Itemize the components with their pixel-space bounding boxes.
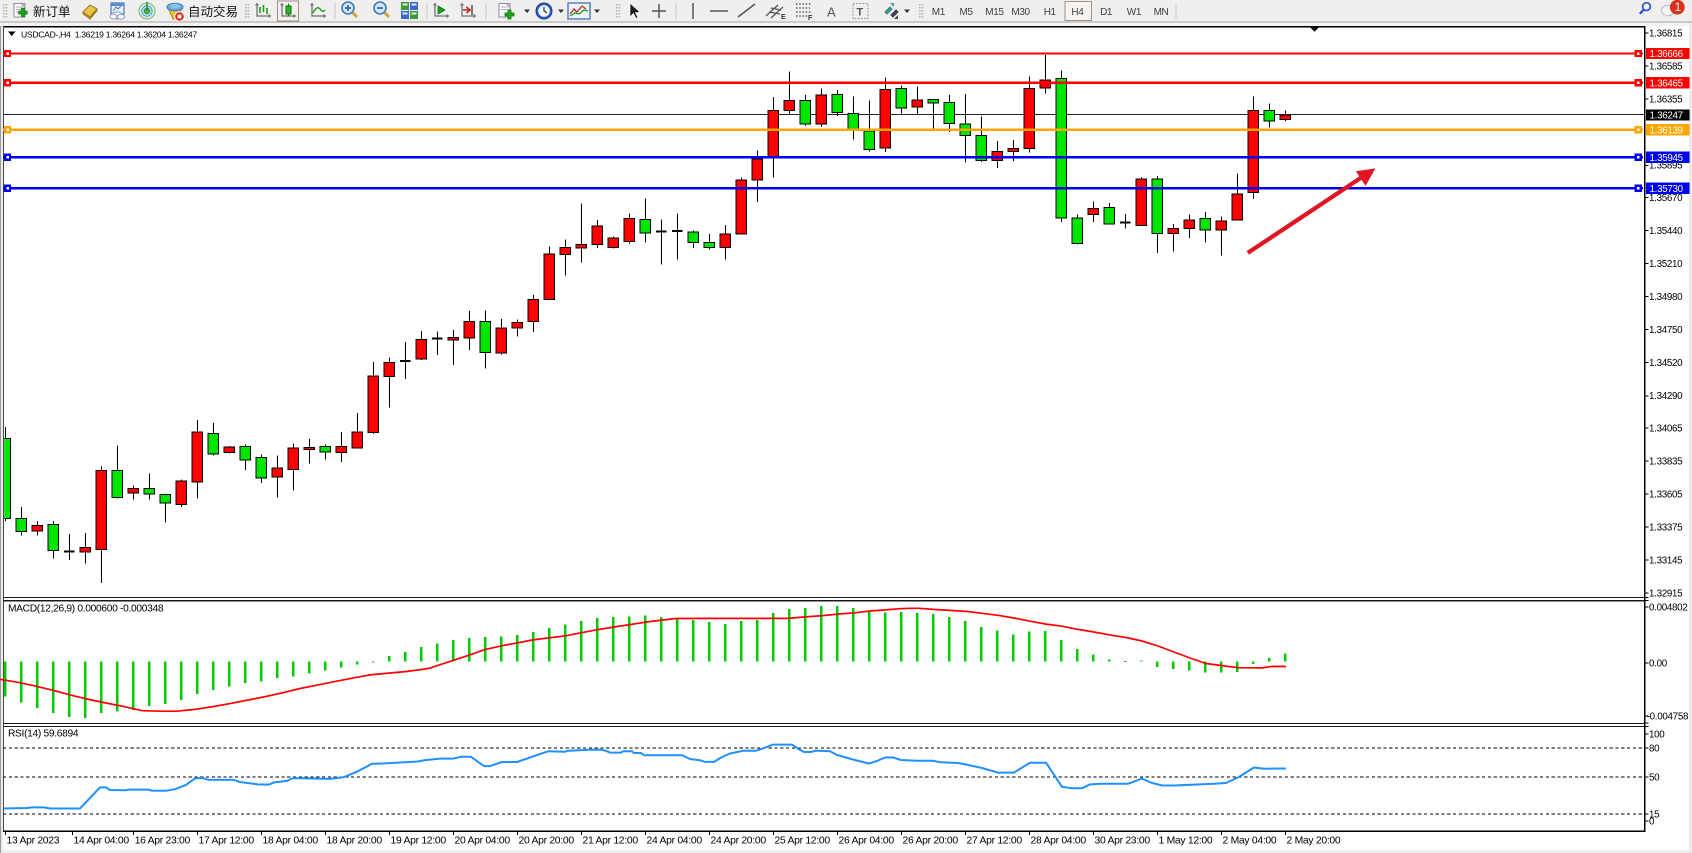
svg-text:2 May 20:00: 2 May 20:00 — [1287, 836, 1341, 847]
svg-text:RSI(14) 59.6894: RSI(14) 59.6894 — [8, 729, 79, 740]
svg-text:W1: W1 — [1127, 7, 1142, 18]
svg-text:D1: D1 — [1100, 7, 1113, 18]
svg-text:13 Apr 2023: 13 Apr 2023 — [7, 836, 60, 847]
svg-text:1.34520: 1.34520 — [1649, 358, 1683, 369]
svg-text:1.35895: 1.35895 — [1649, 161, 1683, 172]
svg-text:1.34065: 1.34065 — [1649, 424, 1683, 435]
svg-text:1.36247: 1.36247 — [1650, 111, 1683, 122]
svg-text:1.33835: 1.33835 — [1649, 457, 1683, 468]
svg-text:18 Apr 04:00: 18 Apr 04:00 — [263, 836, 319, 847]
svg-text:20 Apr 20:00: 20 Apr 20:00 — [519, 836, 575, 847]
svg-text:1.36355: 1.36355 — [1649, 95, 1683, 106]
svg-text:1.35440: 1.35440 — [1649, 226, 1683, 237]
svg-text:24 Apr 20:00: 24 Apr 20:00 — [711, 836, 767, 847]
svg-text:1.35945: 1.35945 — [1650, 153, 1684, 164]
svg-text:M30: M30 — [1011, 7, 1030, 18]
svg-text:1.36139: 1.36139 — [1650, 125, 1683, 136]
svg-text:1.35670: 1.35670 — [1649, 193, 1683, 204]
svg-text:1: 1 — [1675, 2, 1681, 14]
svg-text:1.36666: 1.36666 — [1650, 49, 1684, 60]
svg-text:自动交易: 自动交易 — [188, 4, 238, 19]
svg-text:1.35730: 1.35730 — [1650, 184, 1684, 195]
svg-text:2 May 04:00: 2 May 04:00 — [1223, 836, 1277, 847]
svg-text:25 Apr 12:00: 25 Apr 12:00 — [775, 836, 831, 847]
svg-text:1.36815: 1.36815 — [1649, 29, 1683, 40]
svg-text:1.33375: 1.33375 — [1649, 523, 1683, 534]
svg-text:E: E — [781, 14, 786, 21]
svg-text:M1: M1 — [932, 7, 946, 18]
svg-text:26 Apr 04:00: 26 Apr 04:00 — [839, 836, 895, 847]
svg-text:21 Apr 12:00: 21 Apr 12:00 — [583, 836, 639, 847]
svg-text:0: 0 — [1649, 816, 1655, 827]
svg-text:19 Apr 12:00: 19 Apr 12:00 — [391, 836, 447, 847]
svg-text:MACD(12,26,9) 0.000600 -0.0003: MACD(12,26,9) 0.000600 -0.000348 — [8, 604, 164, 615]
svg-text:16 Apr 23:00: 16 Apr 23:00 — [135, 836, 191, 847]
svg-text:17 Apr 12:00: 17 Apr 12:00 — [199, 836, 255, 847]
svg-text:18 Apr 20:00: 18 Apr 20:00 — [327, 836, 383, 847]
svg-text:30 Apr 23:00: 30 Apr 23:00 — [1095, 836, 1151, 847]
svg-text:A: A — [827, 5, 836, 20]
svg-text:27 Apr 12:00: 27 Apr 12:00 — [967, 836, 1023, 847]
svg-text:1.36465: 1.36465 — [1650, 78, 1684, 89]
svg-text:50: 50 — [1649, 772, 1660, 783]
svg-text:1 May 12:00: 1 May 12:00 — [1159, 836, 1213, 847]
svg-text:1.34980: 1.34980 — [1649, 292, 1683, 303]
svg-text:20 Apr 04:00: 20 Apr 04:00 — [455, 836, 511, 847]
svg-text:1.34290: 1.34290 — [1649, 391, 1683, 402]
svg-text:24 Apr 04:00: 24 Apr 04:00 — [647, 836, 703, 847]
svg-text:80: 80 — [1649, 743, 1660, 754]
svg-text:1.34750: 1.34750 — [1649, 325, 1683, 336]
svg-text:-0.004758: -0.004758 — [1647, 711, 1689, 722]
svg-text:15: 15 — [1649, 809, 1660, 820]
svg-text:100: 100 — [1649, 729, 1665, 740]
svg-text:F: F — [808, 15, 813, 22]
svg-text:M5: M5 — [960, 7, 974, 18]
svg-text:H4: H4 — [1071, 7, 1084, 18]
svg-text:H1: H1 — [1044, 7, 1057, 18]
svg-text:USDCAD-,H4 1.36219 1.36264 1.: USDCAD-,H4 1.36219 1.36264 1.36204 1.362… — [21, 30, 197, 40]
svg-text:1.35210: 1.35210 — [1649, 259, 1683, 270]
svg-text:26 Apr 20:00: 26 Apr 20:00 — [903, 836, 959, 847]
svg-text:1.33605: 1.33605 — [1649, 490, 1683, 501]
svg-text:1.32915: 1.32915 — [1649, 589, 1683, 600]
svg-text:MN: MN — [1154, 7, 1169, 18]
svg-text:1.36585: 1.36585 — [1649, 62, 1683, 73]
svg-text:14 Apr 04:00: 14 Apr 04:00 — [74, 836, 130, 847]
svg-text:28 Apr 04:00: 28 Apr 04:00 — [1031, 836, 1087, 847]
svg-text:M15: M15 — [985, 7, 1004, 18]
svg-text:1.33145: 1.33145 — [1649, 556, 1683, 567]
svg-text:新订单: 新订单 — [33, 4, 71, 19]
svg-text:0.00: 0.00 — [1649, 658, 1668, 669]
svg-text:0.004802: 0.004802 — [1649, 602, 1687, 613]
svg-text:T: T — [857, 7, 864, 19]
